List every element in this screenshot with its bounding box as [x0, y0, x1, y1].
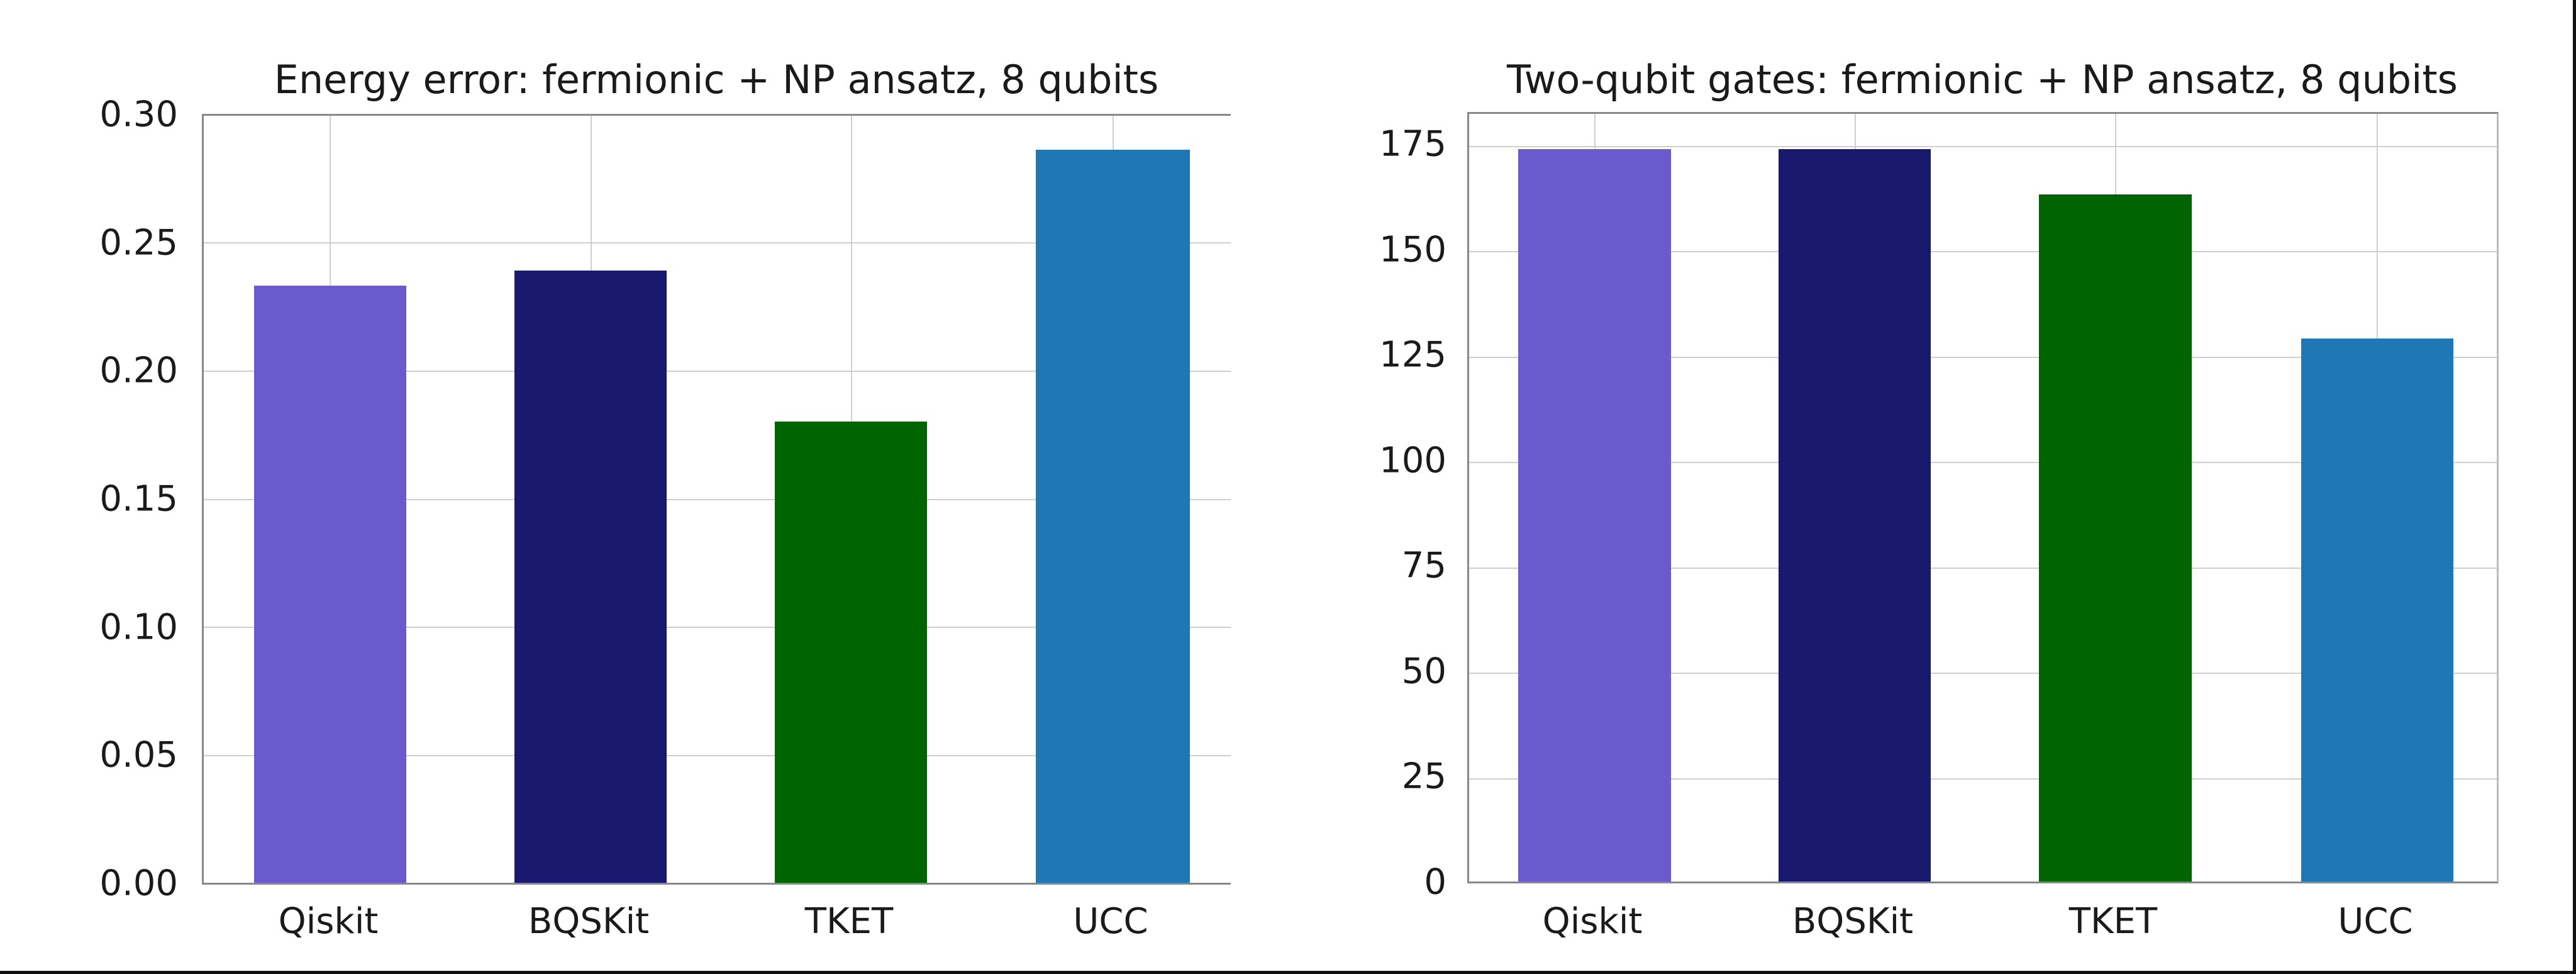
gridline	[1469, 357, 2497, 358]
y-tick-label: 75	[1401, 545, 1446, 586]
x-tick-label: Qiskit	[278, 901, 379, 942]
y-tick-label: 100	[1379, 440, 1446, 481]
chart-title: Energy error: fermionic + NP ansatz, 8 q…	[274, 57, 1159, 103]
chart-title: Two-qubit gates: fermionic + NP ansatz, …	[1507, 57, 2458, 103]
frame-border-right	[2573, 0, 2576, 974]
x-tick-label: BQSKit	[1792, 901, 1914, 942]
y-tick-label: 0.25	[99, 222, 178, 264]
bar-tket	[2039, 194, 2192, 882]
plot-area	[1467, 112, 2499, 883]
plot-area	[202, 114, 1231, 885]
bar-ucc	[2301, 339, 2453, 882]
y-tick-label: 150	[1379, 229, 1446, 271]
bar-bqskit	[514, 271, 667, 883]
x-tick-label: UCC	[1073, 901, 1148, 942]
y-tick-label: 0.30	[99, 94, 178, 135]
gridline	[1469, 146, 2497, 147]
frame-border-bottom	[0, 971, 2576, 974]
y-tick-label: 0.10	[99, 607, 178, 648]
x-tick-label: Qiskit	[1542, 901, 1643, 942]
gridline	[1469, 462, 2497, 463]
gridline	[204, 499, 1231, 500]
gridline	[204, 371, 1231, 372]
x-tick-label: TKET	[2068, 901, 2158, 942]
bar-qiskit	[1518, 149, 1671, 882]
gridline	[204, 627, 1231, 628]
y-tick-label: 50	[1401, 651, 1446, 692]
bar-ucc	[1036, 150, 1190, 883]
energy-error-chart: Energy error: fermionic + NP ansatz, 8 q…	[0, 0, 1288, 969]
x-tick-label: TKET	[804, 901, 894, 942]
gridline	[1469, 778, 2497, 780]
bar-bqskit	[1779, 149, 1931, 882]
x-tick-label: BQSKit	[528, 901, 650, 942]
y-tick-label: 0.05	[99, 734, 178, 776]
bar-tket	[775, 422, 927, 883]
gridline	[204, 755, 1231, 756]
y-tick-label: 25	[1401, 756, 1446, 797]
y-tick-label: 175	[1379, 123, 1446, 165]
x-tick-label: UCC	[2338, 901, 2413, 942]
y-tick-label: 125	[1379, 334, 1446, 376]
y-tick-label: 0.00	[99, 863, 178, 904]
bar-qiskit	[254, 286, 406, 883]
gridline	[204, 242, 1231, 244]
y-tick-label: 0.20	[99, 350, 178, 391]
y-tick-label: 0	[1424, 861, 1446, 903]
gridline	[1469, 673, 2497, 674]
gridline	[1469, 251, 2497, 252]
y-tick-label: 0.15	[99, 478, 178, 520]
gridline	[1469, 568, 2497, 569]
